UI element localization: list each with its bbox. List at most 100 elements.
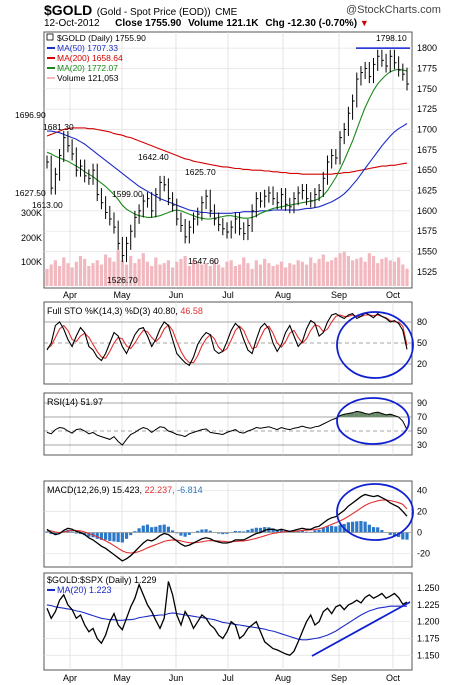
- rsi-tick-label: 30: [417, 440, 427, 450]
- macd-histogram-bar: [183, 532, 187, 537]
- macd-histogram-bar: [166, 526, 170, 533]
- volume-bar: [62, 257, 66, 286]
- volume-bar: [355, 258, 359, 286]
- volume-bar: [129, 256, 133, 286]
- volume-bar: [225, 261, 229, 286]
- macd-histogram-bar: [204, 529, 208, 533]
- macd-histogram-bar: [45, 531, 49, 533]
- close-label: Close: [115, 18, 143, 29]
- macd-histogram-bar: [317, 529, 321, 533]
- macd-histogram-bar: [104, 532, 108, 540]
- sto-legend-d: 46.58: [180, 306, 203, 316]
- volume-bar: [112, 261, 116, 286]
- volume-label: Volume: [188, 18, 224, 29]
- macd-histogram-bar: [208, 530, 212, 533]
- header-line-1: $GOLD (Gold - Spot Price (EOD)) CME: [44, 2, 237, 18]
- volume-bar: [359, 257, 363, 286]
- volume-bar: [334, 257, 338, 286]
- month-label-bottom-aug: Aug: [275, 673, 291, 683]
- volume-bar: [170, 267, 175, 286]
- macd-histogram-bar: [380, 530, 384, 533]
- volume-bar: [330, 260, 334, 286]
- volume-tick-label: 300K: [21, 208, 42, 218]
- macd-histogram-bar: [170, 530, 175, 533]
- volume-bar: [78, 256, 83, 286]
- chg-value: -12.30 (-0.70%): [287, 18, 358, 29]
- macd-histogram-bar: [78, 532, 83, 535]
- macd-histogram-bar: [376, 527, 380, 533]
- ratio-tick-label: 1.150: [417, 650, 440, 660]
- macd-histogram-bar: [296, 530, 300, 533]
- ratio-ma-legend-label: MA(20): [57, 585, 89, 595]
- ratio-legend-value: 1.229: [134, 575, 157, 585]
- macd-histogram-bar: [271, 528, 275, 533]
- volume-bar: [45, 268, 49, 286]
- macd-histogram-bar: [401, 532, 405, 540]
- volume-bar: [371, 256, 376, 286]
- volume-bar: [321, 254, 325, 286]
- volume-bar: [338, 253, 342, 286]
- price-legend-item: MA(20) 1772.07: [57, 63, 118, 73]
- macd-histogram-bar: [95, 532, 99, 539]
- volume-bar: [124, 264, 129, 286]
- macd-histogram-bar: [150, 527, 154, 533]
- volume-bar: [367, 253, 371, 286]
- ratio-line: [46, 581, 408, 657]
- sto-legend-k: 40.80,: [153, 306, 181, 316]
- price-annotation: 1547.60: [188, 256, 219, 266]
- volume-bar: [95, 260, 99, 286]
- macd-legend-macd: 15.423,: [112, 485, 145, 495]
- macd-histogram-bar: [254, 527, 258, 533]
- macd-histogram-bar: [162, 524, 166, 533]
- volume-bar: [83, 258, 87, 286]
- ratio-ma-legend-value: 1.223: [89, 585, 112, 595]
- month-label-bottom-apr: Apr: [63, 673, 77, 683]
- legend-box: [46, 33, 54, 41]
- month-label-sep: Sep: [331, 290, 347, 300]
- volume-bar: [350, 260, 355, 286]
- volume-bar: [271, 266, 275, 286]
- volume-bar: [221, 267, 225, 286]
- macd-histogram-bar: [330, 525, 334, 533]
- sto-tick-label: 80: [417, 317, 427, 327]
- volume-bar: [53, 260, 57, 286]
- price-tick-label: 1575: [417, 226, 437, 236]
- macd-histogram-bar: [225, 532, 229, 534]
- volume-bar: [263, 258, 267, 286]
- volume-bar: [346, 256, 350, 286]
- volume-bar: [267, 263, 271, 286]
- volume-bar: [397, 257, 401, 286]
- price-tick-label: 1550: [417, 247, 437, 257]
- price-legend-item: MA(50) 1707.33: [57, 43, 118, 53]
- price-tick-label: 1675: [417, 145, 437, 155]
- macd-histogram-bar: [250, 528, 254, 533]
- rsi-tick-label: 90: [417, 398, 427, 408]
- price-tick-label: 1600: [417, 206, 437, 216]
- volume-bar: [217, 264, 221, 286]
- sto-legend-label: Full STO %K(14,3) %D(3): [47, 306, 153, 316]
- volume-bar: [288, 263, 292, 286]
- price-annotation: 1798.10: [376, 33, 407, 43]
- macd-histogram-bar: [346, 522, 350, 533]
- volume-bar: [99, 264, 104, 286]
- macd-histogram-bar: [279, 529, 284, 533]
- month-label-bottom-oct: Oct: [386, 673, 401, 683]
- macd-histogram-bar: [120, 532, 124, 543]
- volume-bar: [141, 253, 145, 286]
- macd-histogram-bar: [145, 524, 150, 533]
- volume-bar: [70, 267, 74, 286]
- macd-histogram-bar: [304, 531, 309, 533]
- price-annotation: 1625.70: [185, 167, 216, 177]
- volume-bar: [204, 263, 208, 286]
- volume-bar: [246, 263, 250, 286]
- month-label-may: May: [113, 290, 131, 300]
- volume-value: 121.1K: [226, 18, 259, 29]
- volume-bar: [154, 257, 158, 286]
- ratio-ma-legend: MA(20) 1.223: [57, 585, 112, 595]
- volume-bar: [296, 260, 300, 286]
- macd-histogram-bar: [367, 524, 371, 533]
- macd-histogram-bar: [300, 530, 304, 533]
- volume-bar: [292, 264, 296, 286]
